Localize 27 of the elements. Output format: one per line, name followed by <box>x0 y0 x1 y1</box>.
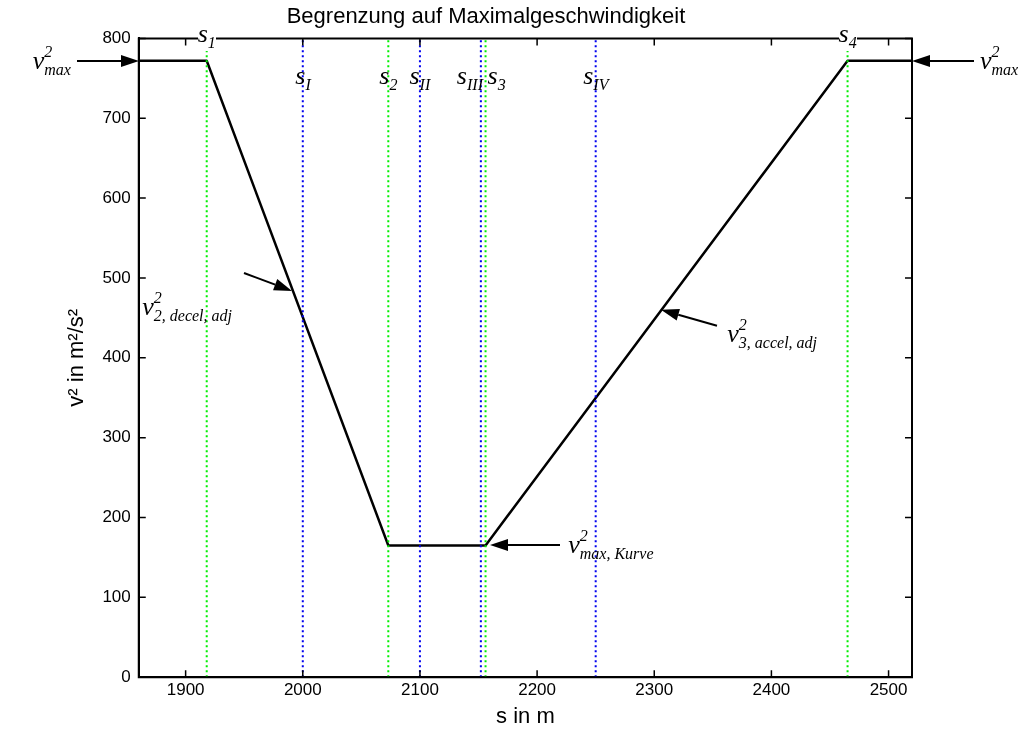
y-axis-title: v² in m²/s² <box>63 308 89 407</box>
ref-line-label: s$_{I}$ <box>295 61 311 94</box>
y-tick-label: 600 <box>102 187 131 207</box>
x-tick-label: 2400 <box>752 680 791 700</box>
y-tick-label: 100 <box>102 587 131 607</box>
ref-line-label: s$_{IV}$ <box>583 61 609 94</box>
x-tick-label: 2100 <box>401 680 439 700</box>
ref-line-label: s$_{1}$ <box>197 19 216 52</box>
ref-line-label: s$_{III}$ <box>456 61 483 94</box>
y-tick-label: 400 <box>102 347 131 367</box>
y-tick-label: 700 <box>102 107 131 127</box>
x-tick-label: 1900 <box>166 680 205 700</box>
chart-title: Begrenzung auf Maximalgeschwindigkeit <box>286 3 686 29</box>
y-tick-label: 300 <box>102 427 131 447</box>
y-tick-label: 500 <box>102 267 131 287</box>
y-tick-label: 0 <box>121 666 131 686</box>
x-tick-label: 2200 <box>518 680 557 700</box>
ref-line-label: s$_{2}$ <box>379 61 398 94</box>
ref-line-label: s$_{4}$ <box>838 19 857 52</box>
y-tick-label: 800 <box>102 28 131 48</box>
ref-line-label: s$_{II}$ <box>409 61 431 94</box>
x-tick-label: 2300 <box>635 680 674 700</box>
y-tick-label: 200 <box>102 507 131 527</box>
x-tick-label: 2000 <box>283 680 322 700</box>
ref-line-label: s$_{3}$ <box>487 61 506 94</box>
x-tick-label: 2500 <box>869 680 908 700</box>
x-axis-title: s in m <box>496 702 555 728</box>
